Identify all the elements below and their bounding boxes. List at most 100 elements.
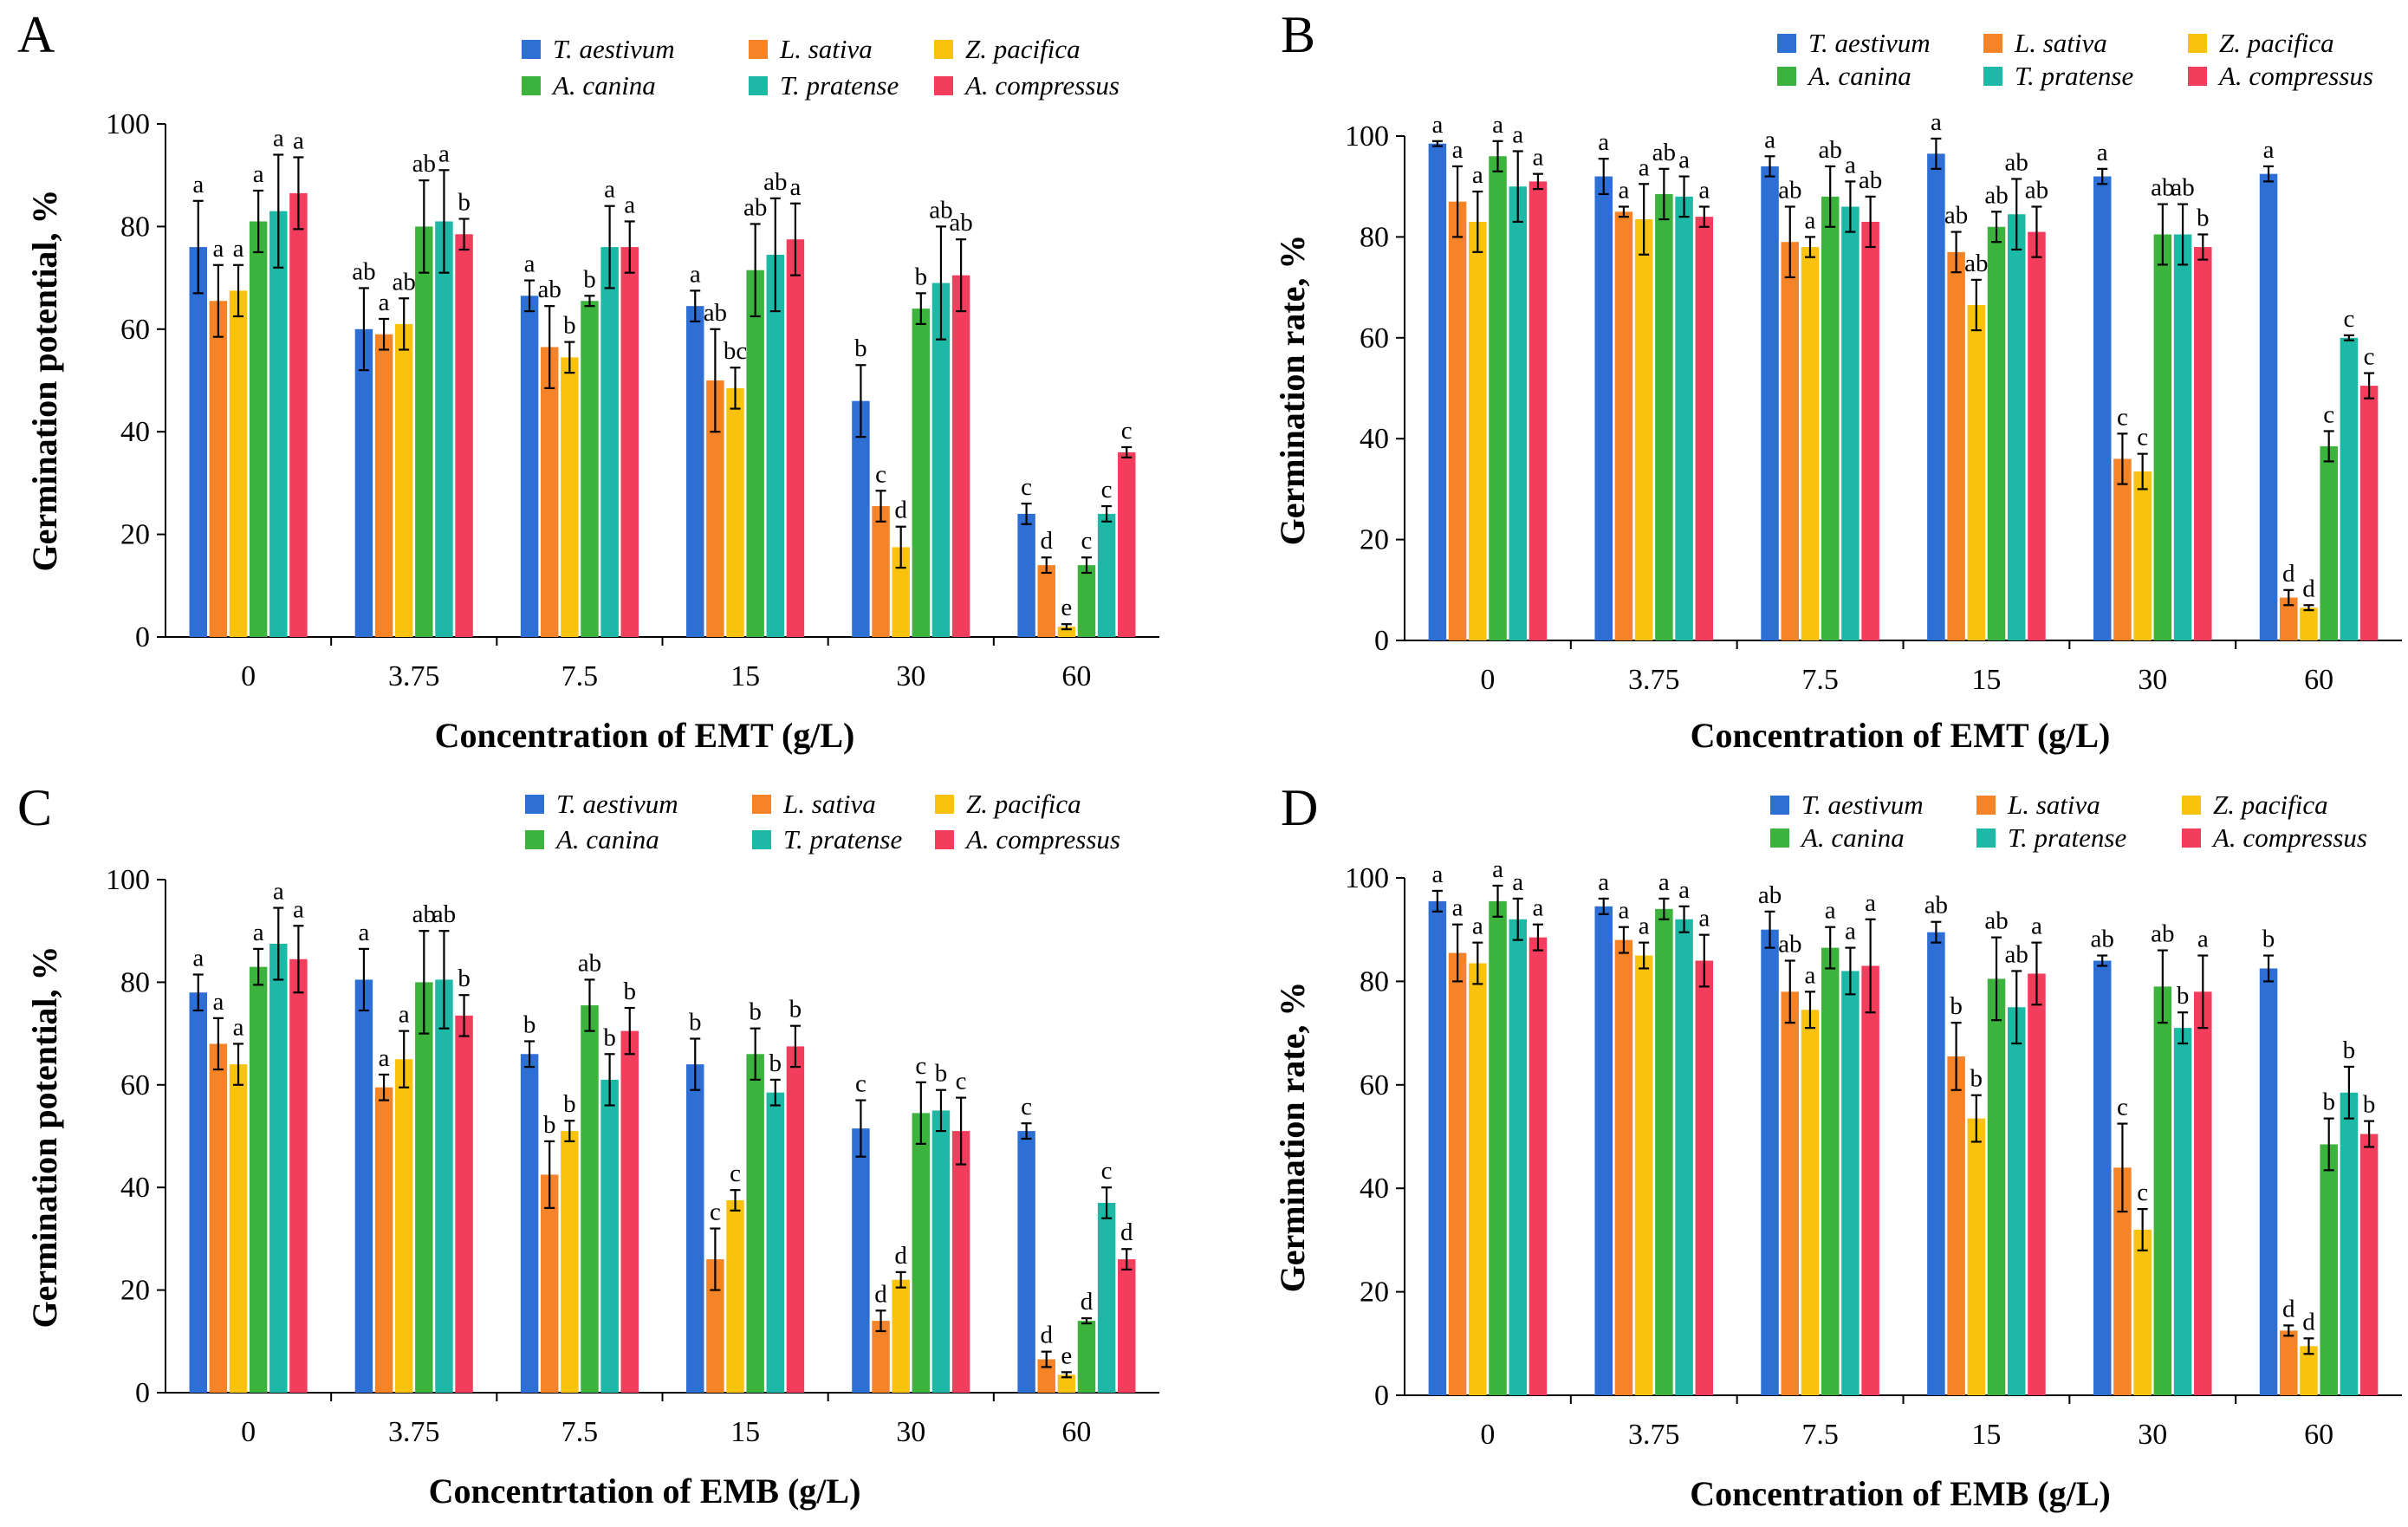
y-tick-label: 80 (120, 966, 150, 998)
bar (1634, 219, 1653, 640)
significance-label: ab (2091, 926, 2114, 953)
significance-label: a (358, 919, 369, 946)
y-tick-label: 20 (1360, 524, 1389, 556)
significance-label: ab (743, 193, 767, 221)
bar (1987, 978, 2006, 1395)
x-tick-label: 0 (241, 660, 256, 692)
bar (1675, 919, 1693, 1395)
bar (1987, 226, 2006, 640)
legend-label: L. sativa (2007, 789, 2100, 820)
panel-letter: B (1281, 6, 1315, 63)
significance-label: b (1970, 1065, 1983, 1093)
bar (1529, 181, 1548, 640)
significance-label: ab (2005, 940, 2028, 968)
legend: T. aestivum L. sativa Z. pacifica A. canina… (525, 789, 1120, 854)
legend-swatch (1777, 34, 1796, 53)
significance-label: a (789, 173, 801, 201)
legend-swatch (2188, 34, 2207, 53)
significance-label: ab (1652, 139, 1676, 166)
significance-label: a (624, 191, 635, 218)
significance-label: d (894, 497, 907, 524)
significance-label: b (1950, 992, 1963, 1020)
legend-label: A. canina (555, 824, 659, 854)
significance-label: b (623, 978, 636, 1005)
bar (1761, 929, 1779, 1395)
significance-label: a (1698, 905, 1710, 932)
x-tick-label: 3.75 (388, 660, 440, 692)
legend-swatch (934, 76, 953, 95)
bar (520, 296, 539, 637)
legend-swatch (1777, 67, 1796, 86)
significance-label: b (2177, 982, 2190, 1010)
bar (354, 328, 373, 637)
bar (581, 1005, 599, 1393)
bar (1841, 971, 1860, 1395)
y-axis-title: Germination potential, % (25, 189, 64, 571)
significance-label: a (1512, 120, 1523, 148)
bar (686, 1064, 704, 1393)
significance-label: a (604, 176, 615, 204)
bar (1967, 304, 1986, 640)
bar (394, 1059, 413, 1393)
legend-label: T. pratense (2015, 61, 2133, 91)
bar (1428, 143, 1447, 641)
significance-label: a (690, 260, 701, 288)
y-tick-label: 60 (120, 314, 150, 346)
bar (209, 301, 228, 637)
bar (1097, 1202, 1116, 1393)
bar (686, 306, 704, 637)
bar (1469, 963, 1487, 1395)
x-axis-title: Concentrtation of EMB (g/L) (429, 1472, 861, 1511)
y-tick-label: 80 (1360, 221, 1389, 253)
significance-label: c (915, 1052, 926, 1080)
bar (2113, 1167, 2132, 1395)
significance-label: a (1472, 913, 1483, 940)
bar (1634, 955, 1653, 1395)
significance-label: a (1678, 876, 1690, 904)
bar (2133, 471, 2152, 640)
bar (1841, 206, 1860, 641)
significance-label: b (563, 312, 576, 340)
significance-label: b (523, 1010, 536, 1038)
x-tick-label: 7.5 (561, 660, 599, 692)
y-tick-label: 100 (106, 864, 150, 896)
bar (872, 506, 890, 637)
significance-label: a (1452, 894, 1464, 922)
y-tick-label: 20 (120, 1275, 150, 1307)
significance-label: a (1825, 897, 1836, 925)
y-tick-label: 0 (135, 1377, 150, 1409)
x-axis-title: Concentration of EMT (g/L) (1691, 716, 2111, 755)
bar (2359, 386, 2379, 640)
x-tick-label: 15 (1971, 664, 2001, 696)
x-tick-label: 7.5 (561, 1416, 599, 1448)
legend-swatch (1976, 796, 1996, 815)
bar (1801, 247, 1820, 640)
x-tick-label: 7.5 (1801, 1419, 1839, 1451)
bar (1509, 919, 1527, 1395)
legend-swatch (752, 830, 771, 849)
significance-label: bc (724, 337, 747, 365)
significance-label: ab (2171, 174, 2194, 202)
bar (872, 1321, 890, 1393)
bar (2093, 960, 2112, 1395)
legend-swatch (1983, 34, 2002, 53)
bar (540, 347, 559, 637)
significance-label: a (2031, 913, 2042, 940)
significance-label: ab (1778, 931, 1801, 958)
significance-label: b (543, 1111, 556, 1139)
significance-label: b (854, 335, 867, 362)
significance-label: a (253, 919, 264, 946)
y-tick-label: 80 (1360, 965, 1389, 997)
panel-letter: D (1281, 779, 1318, 836)
significance-label: a (1512, 868, 1523, 896)
significance-label: c (1021, 1093, 1032, 1121)
bar (892, 1279, 910, 1393)
significance-label: ab (763, 168, 787, 196)
bar (2113, 458, 2132, 640)
significance-label: c (1101, 1157, 1113, 1185)
significance-label: a (253, 160, 264, 188)
x-tick-label: 60 (1061, 660, 1091, 692)
y-tick-label: 40 (120, 1172, 150, 1204)
bar (726, 387, 744, 637)
